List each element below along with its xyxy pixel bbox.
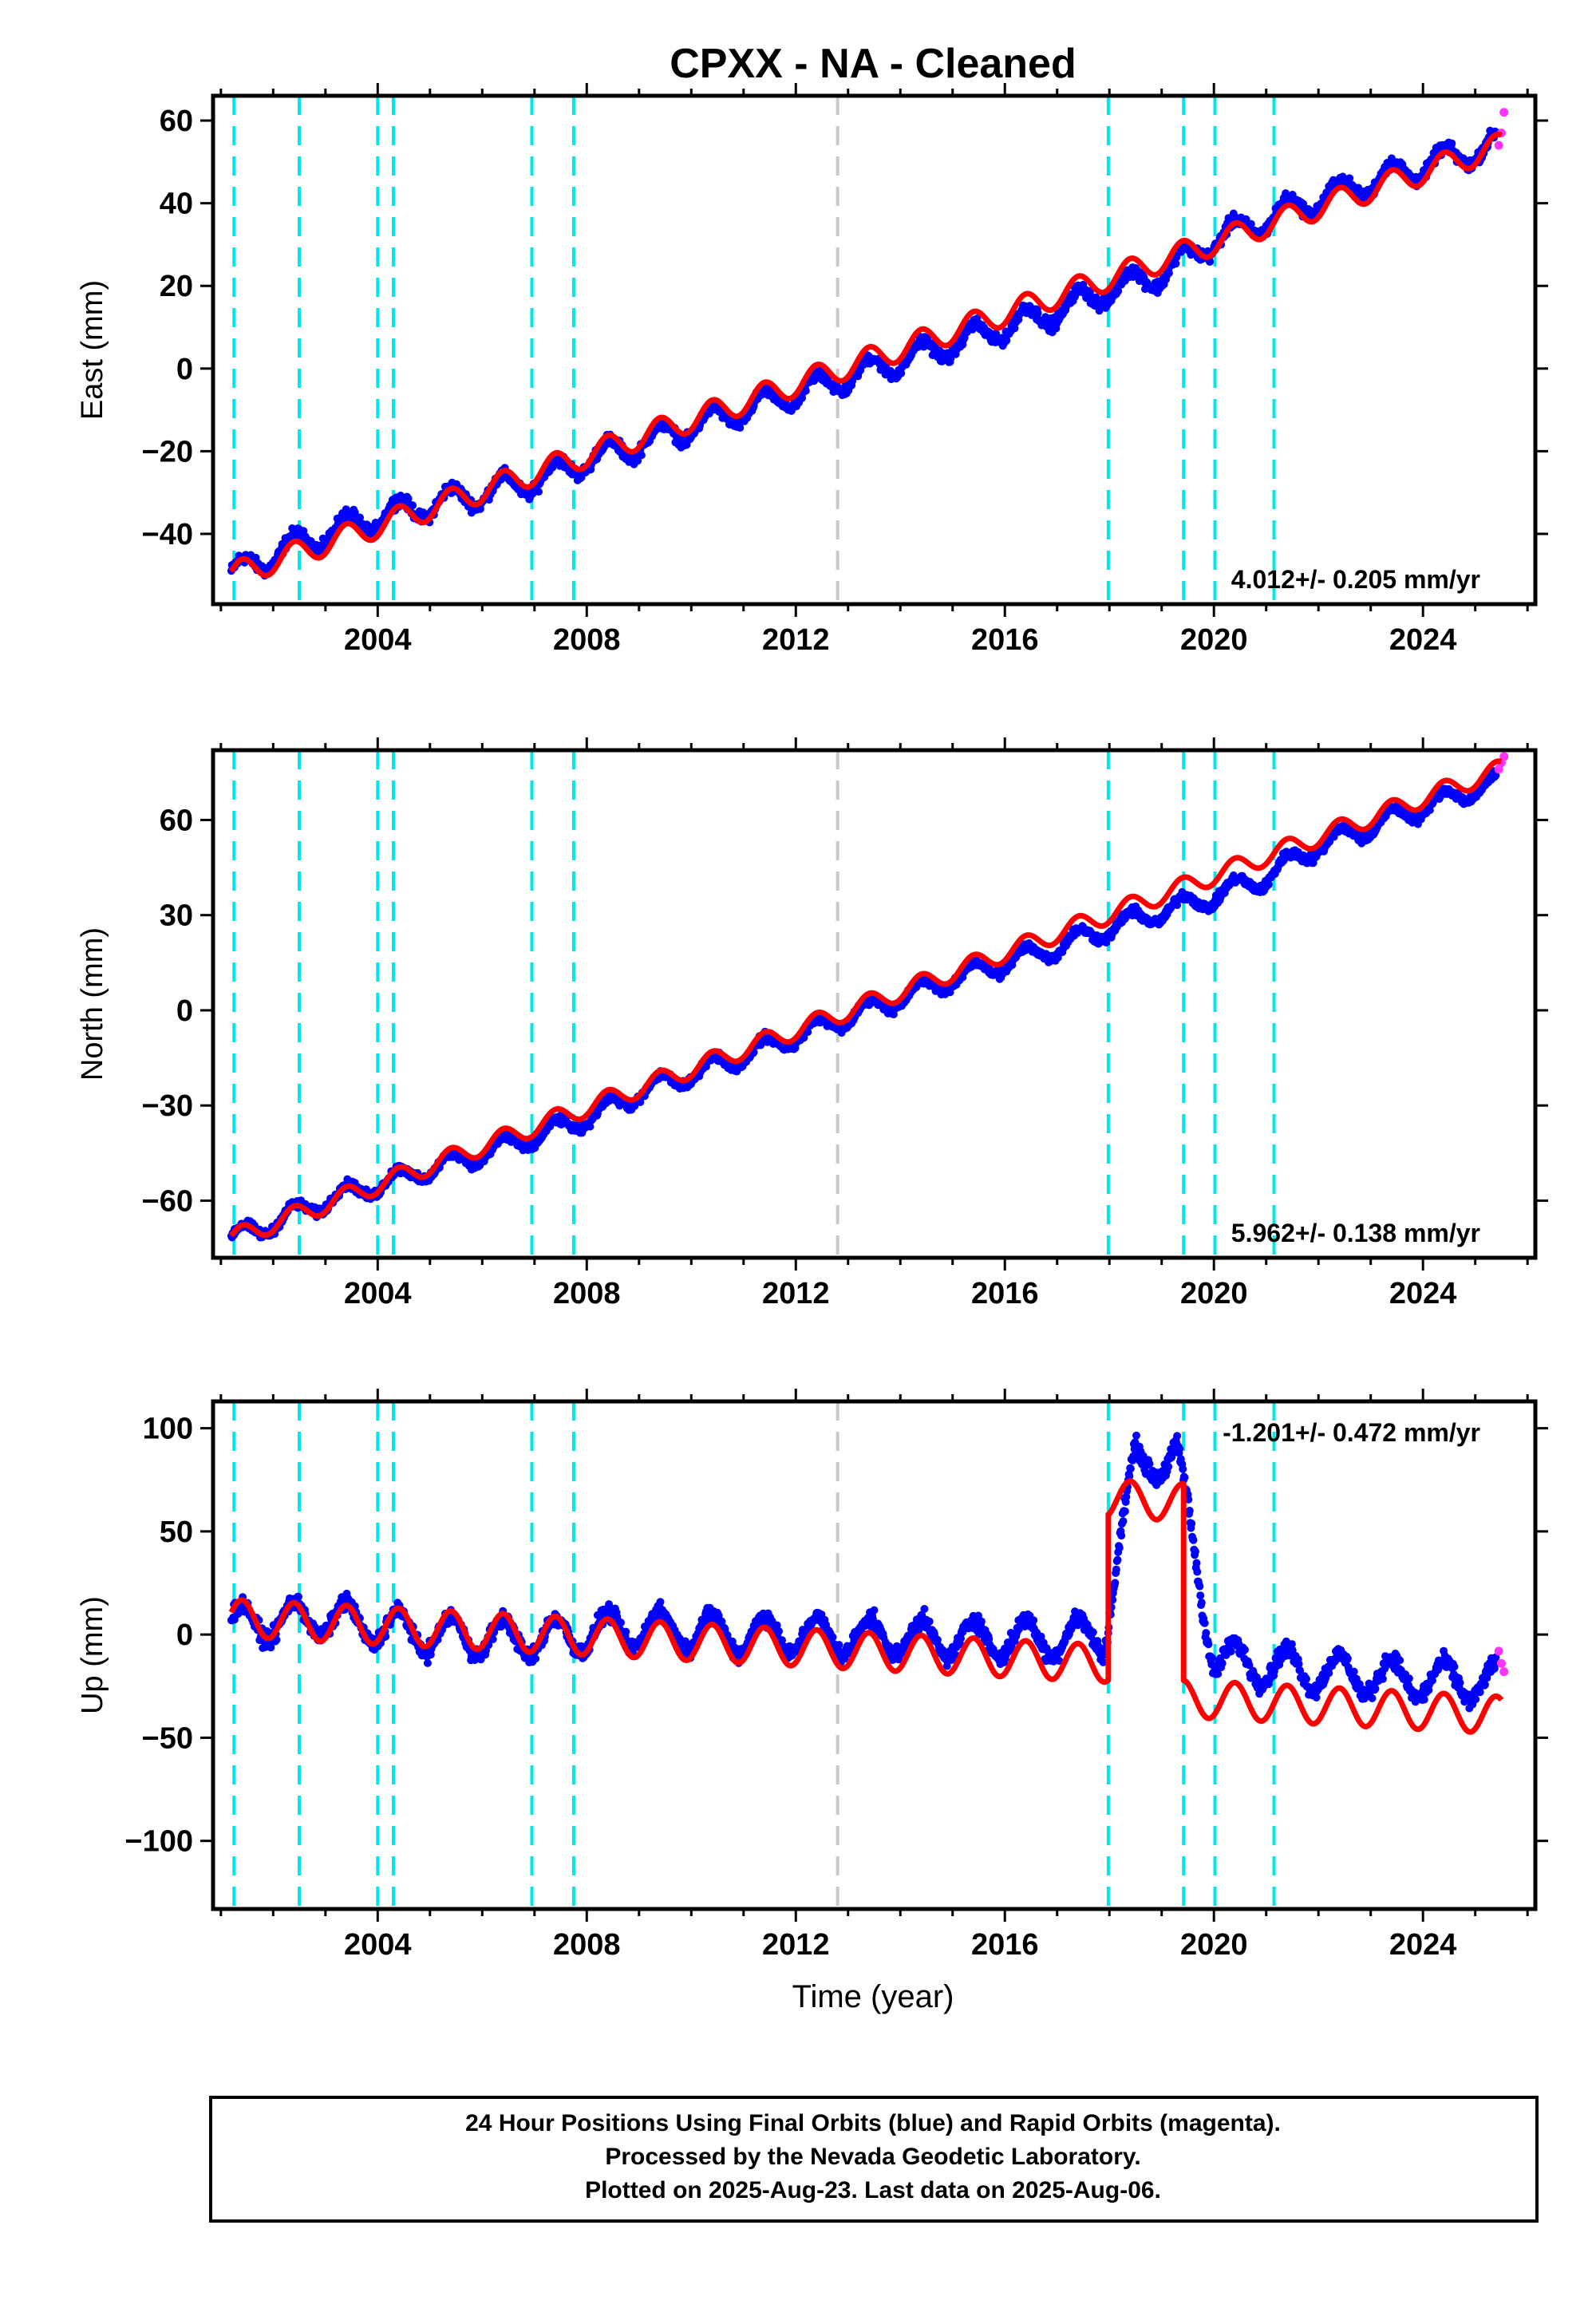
- x-tick-label: 2012: [762, 623, 830, 657]
- data-point: [423, 1658, 432, 1667]
- data-point: [617, 1618, 625, 1627]
- y-tick-label: −30: [142, 1089, 193, 1123]
- y-tick-label: 0: [176, 353, 193, 386]
- data-point: [1448, 139, 1456, 148]
- y-tick-label: −20: [142, 435, 193, 468]
- x-tick-label: 2024: [1389, 623, 1457, 657]
- data-point: [736, 424, 745, 432]
- data-point: [656, 1598, 665, 1607]
- x-tick-label: 2008: [553, 623, 621, 657]
- data-point: [622, 1627, 630, 1636]
- y-tick-label: 30: [160, 899, 193, 933]
- x-tick-label: 2012: [762, 1277, 830, 1310]
- final-orbit-points: [227, 1431, 1500, 1713]
- rapid-point: [1499, 108, 1509, 117]
- x-tick-label: 2004: [344, 1277, 412, 1310]
- data-point: [294, 1592, 302, 1601]
- plot-area: [227, 1401, 1509, 1909]
- plot-area: [227, 750, 1509, 1258]
- rapid-point: [1494, 140, 1503, 150]
- plot-area: [227, 96, 1509, 604]
- x-tick-label: 2020: [1180, 1277, 1248, 1310]
- data-point: [535, 488, 543, 496]
- y-axis-label: East (mm): [76, 280, 109, 420]
- x-tick-label: 2016: [971, 1277, 1039, 1310]
- data-point: [637, 451, 646, 460]
- data-point: [356, 513, 364, 522]
- y-tick-label: 20: [160, 270, 193, 303]
- data-point: [1033, 309, 1042, 318]
- model-fit-line: [229, 758, 1504, 1239]
- x-tick-label: 2020: [1180, 623, 1248, 657]
- velocity-label: 4.012+/- 0.205 mm/yr: [1231, 565, 1480, 594]
- y-tick-label: −40: [142, 518, 193, 551]
- model-fit-line: [228, 131, 1504, 579]
- panel-north: 2004 2008 2012 2016 2020 2024 60 30 0 −30 −60 North…: [76, 737, 1548, 1310]
- plot-frame: [211, 93, 1538, 607]
- x-tick-label: 2024: [1389, 1277, 1457, 1310]
- data-point: [923, 334, 932, 342]
- data-point: [1246, 219, 1255, 228]
- y-tick-label: −60: [142, 1184, 193, 1218]
- y-tick-label: 40: [160, 188, 193, 221]
- figure-title: CPXX - NA - Cleaned: [670, 41, 1077, 87]
- y-tick-label: 60: [160, 105, 193, 138]
- data-point: [409, 501, 417, 510]
- data-point: [531, 1654, 540, 1663]
- x-tick-label: 2016: [971, 623, 1039, 657]
- y-tick-label: 60: [160, 804, 193, 837]
- panel-east: 2004 2008 2012 2016 2020 2024 60 40 20 0 −20 −40 Eas…: [76, 83, 1548, 657]
- data-point: [1345, 174, 1354, 183]
- final-orbit-points: [227, 767, 1500, 1242]
- velocity-label: 5.962+/- 0.138 mm/yr: [1231, 1219, 1480, 1247]
- x-tick-label: 2008: [553, 1277, 621, 1310]
- data-point: [801, 386, 810, 395]
- data-point: [992, 329, 1000, 338]
- x-tick-label: 2004: [344, 623, 412, 657]
- y-axis-label: North (mm): [76, 927, 109, 1081]
- panel-up: 2004 2008 2012 2016 2020 2024100500−50−100Up …: [76, 1389, 1548, 1962]
- data-point: [1164, 269, 1173, 278]
- y-tick-label: 0: [176, 994, 193, 1028]
- data-point: [1114, 287, 1123, 295]
- data-point: [1171, 259, 1180, 268]
